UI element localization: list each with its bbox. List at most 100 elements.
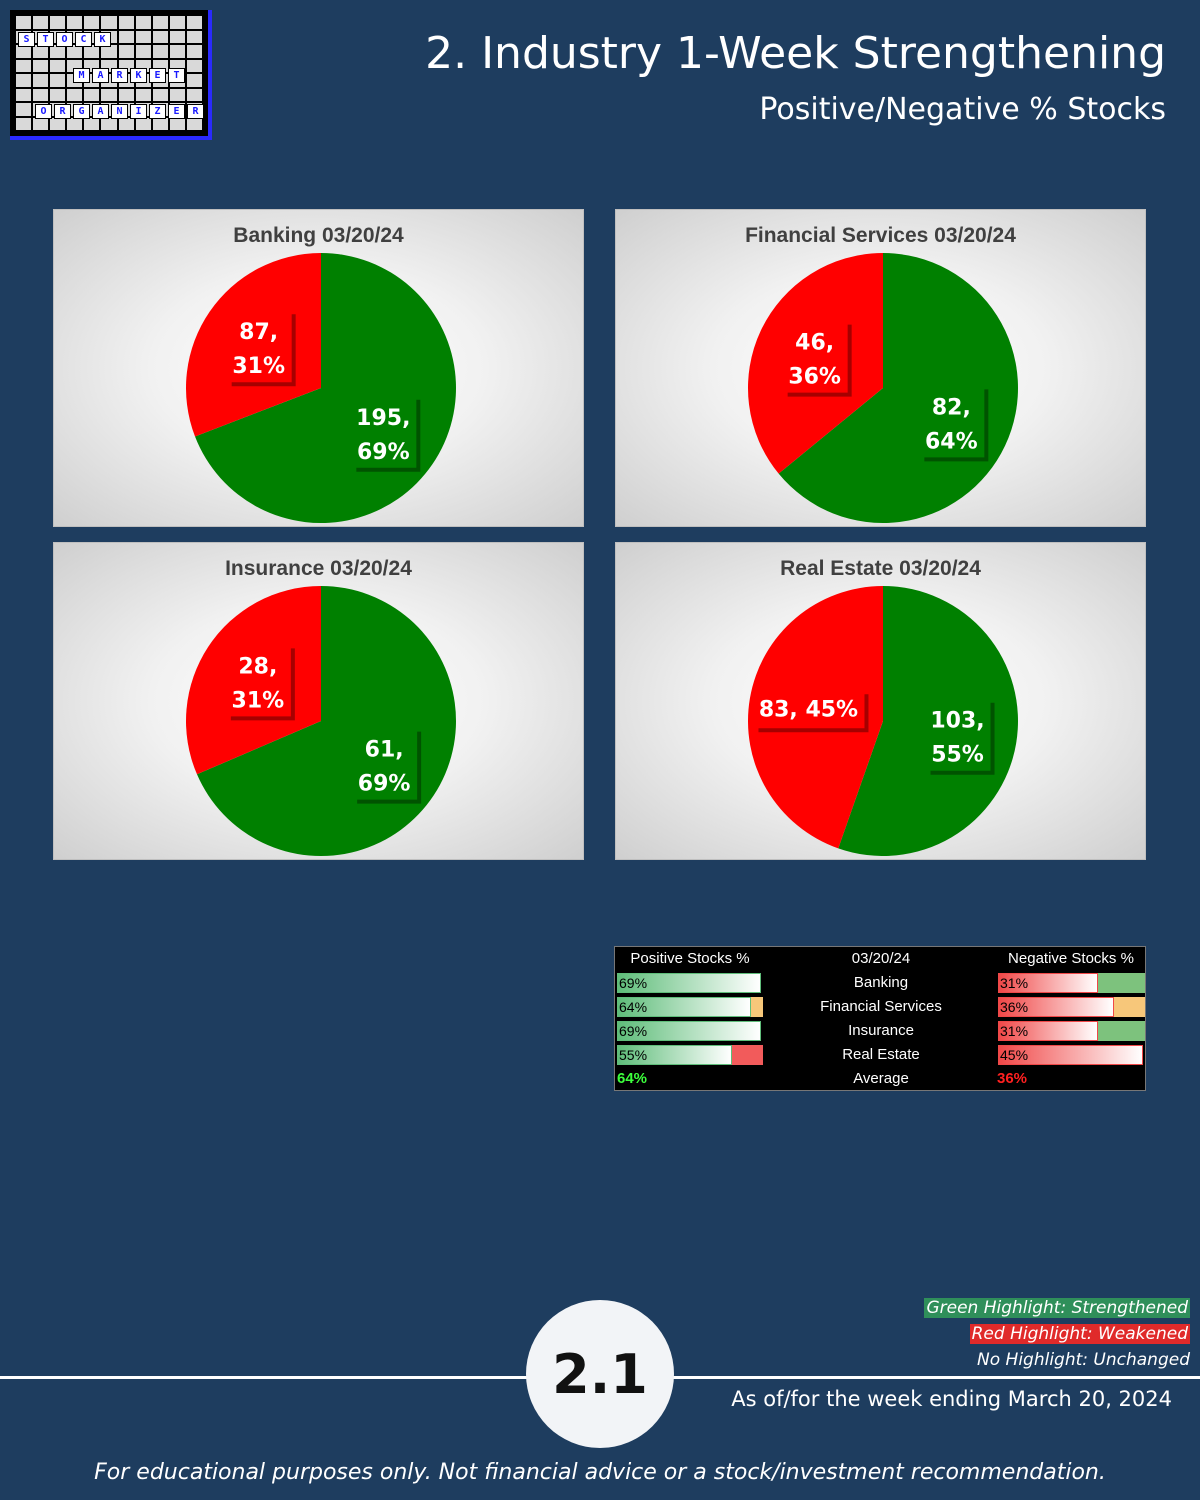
- negative-cell: 45%: [998, 1045, 1145, 1065]
- logo-grid-cell: [135, 45, 151, 58]
- pie-title: Financial Services 03/20/24: [745, 224, 1016, 247]
- pie-label-negative-count: 83, 45%: [759, 697, 858, 722]
- logo-grid-cell: [33, 59, 49, 72]
- logo-grid-cell: [50, 16, 66, 29]
- logo-grid-cell: [186, 45, 202, 58]
- logo-grid-cell: [186, 74, 202, 87]
- positive-percent: 55%: [619, 1047, 648, 1063]
- average-label: Average: [853, 1070, 909, 1087]
- logo-grid-cell: [101, 16, 117, 29]
- pie-panel-financial-services: Financial Services 03/20/24 82, 64% 46, 36%: [615, 209, 1146, 527]
- table-row: 64% Financial Services 36%: [615, 995, 1145, 1019]
- logo-letter: T: [37, 32, 54, 47]
- pie-slice-negative: [186, 253, 321, 437]
- logo-grid-cell: [101, 45, 117, 58]
- positive-databar: [617, 1021, 761, 1041]
- logo-grid-cell: [16, 117, 32, 130]
- industry-name: Real Estate: [842, 1046, 920, 1063]
- as-of-date: As of/for the week ending March 20, 2024: [731, 1387, 1172, 1411]
- logo-grid-cell: [135, 117, 151, 130]
- logo-letter: R: [54, 104, 71, 119]
- logo-grid-cell: [169, 45, 185, 58]
- logo-grid-cell: [16, 88, 32, 101]
- pie-slice-positive: [778, 253, 1018, 523]
- negative-databar: [998, 973, 1098, 993]
- positive-percent: 69%: [619, 1023, 648, 1039]
- logo-letter: O: [35, 104, 52, 119]
- pie-title: Real Estate 03/20/24: [780, 557, 981, 580]
- header-date: 03/20/24: [851, 950, 911, 967]
- section-badge: 2.1: [526, 1300, 674, 1448]
- logo-grid-cell: [33, 16, 49, 29]
- legend-green: Green Highlight: Strengthened: [924, 1298, 1190, 1318]
- logo-grid-cell: [118, 16, 134, 29]
- logo-grid-cell: [33, 88, 49, 101]
- negative-databar: [998, 997, 1114, 1017]
- pie-slice-negative: [186, 586, 321, 775]
- logo-grid-cell: [186, 16, 202, 29]
- negative-percent: 45%: [1000, 1047, 1029, 1063]
- logo-grid-cell: [50, 117, 66, 130]
- logo-grid-cell: [16, 59, 32, 72]
- positive-percent: 69%: [619, 975, 648, 991]
- positive-cell: 69%: [617, 973, 763, 993]
- logo-grid-cell: [186, 30, 202, 43]
- negative-cell: 31%: [998, 973, 1145, 993]
- positive-percent: 64%: [619, 999, 648, 1015]
- page-subtitle: Positive/Negative % Stocks: [759, 92, 1166, 127]
- logo-letter: I: [130, 104, 147, 119]
- pie-label-positive-count: 195,: [356, 406, 410, 431]
- positive-cell: 69%: [617, 1021, 763, 1041]
- pie-label-positive-percent: 69%: [357, 440, 410, 465]
- pie-slice-positive: [838, 586, 1018, 856]
- pie-label-negative-count: 87,: [239, 320, 278, 345]
- negative-percent: 31%: [1000, 1023, 1029, 1039]
- logo-grid-cell: [169, 117, 185, 130]
- logo-letter: A: [92, 68, 109, 83]
- logo-grid-cell: [118, 117, 134, 130]
- disclaimer: For educational purposes only. Not finan…: [94, 1460, 1106, 1485]
- industry-name: Banking: [853, 974, 909, 991]
- logo-grid-cell: [67, 45, 83, 58]
- logo-grid-cell: [16, 103, 32, 116]
- logo-grid-cell: [152, 88, 168, 101]
- logo-grid-cell: [169, 30, 185, 43]
- positive-databar: [617, 997, 751, 1017]
- logo-grid-cell: [33, 74, 49, 87]
- logo-grid-cell: [84, 45, 100, 58]
- logo-grid-cell: [186, 117, 202, 130]
- logo-grid-cell: [16, 16, 32, 29]
- logo-grid-cell: [118, 45, 134, 58]
- pie-label-positive-count: 103,: [930, 709, 984, 734]
- logo-grid-cell: [33, 117, 49, 130]
- legend-red: Red Highlight: Weakened: [969, 1324, 1190, 1344]
- logo-grid-cell: [84, 16, 100, 29]
- pie-panel-insurance: Insurance 03/20/24 61, 69% 28, 31%: [53, 542, 584, 860]
- pie-label-positive-percent: 55%: [931, 743, 984, 768]
- logo-grid-cell: [101, 88, 117, 101]
- logo-grid-cell: [16, 45, 32, 58]
- table-row: 55% Real Estate 45%: [615, 1043, 1145, 1067]
- logo-letter: E: [168, 104, 185, 119]
- logo-grid-cell: [67, 16, 83, 29]
- pie-label-negative-count: 46,: [795, 331, 834, 356]
- negative-percent: 36%: [1000, 999, 1029, 1015]
- page-title: 2. Industry 1-Week Strengthening: [425, 28, 1166, 79]
- logo-grid-cell: [152, 45, 168, 58]
- pie-chart-banking: 195, 69% 87, 31%: [186, 253, 456, 523]
- negative-databar: [998, 1021, 1098, 1041]
- pie-slice-negative: [748, 586, 883, 849]
- logo-grid-cell: [152, 16, 168, 29]
- pie-label-negative-percent: 31%: [232, 688, 285, 713]
- header-negative: Negative Stocks %: [1008, 950, 1134, 967]
- average-positive: 64%: [617, 1070, 648, 1087]
- pie-panel-banking: Banking 03/20/24 195, 69% 87, 31%: [53, 209, 584, 527]
- pie-label-negative-count: 28,: [238, 654, 277, 679]
- logo-grid-cell: [135, 30, 151, 43]
- logo-grid-cell: [169, 16, 185, 29]
- logo-grid-cell: [169, 88, 185, 101]
- average-negative: 36%: [997, 1070, 1028, 1087]
- logo-letter: R: [111, 68, 128, 83]
- pie-panel-real-estate: Real Estate 03/20/24 103, 55% 83, 45%: [615, 542, 1146, 860]
- logo-grid-cell: [152, 30, 168, 43]
